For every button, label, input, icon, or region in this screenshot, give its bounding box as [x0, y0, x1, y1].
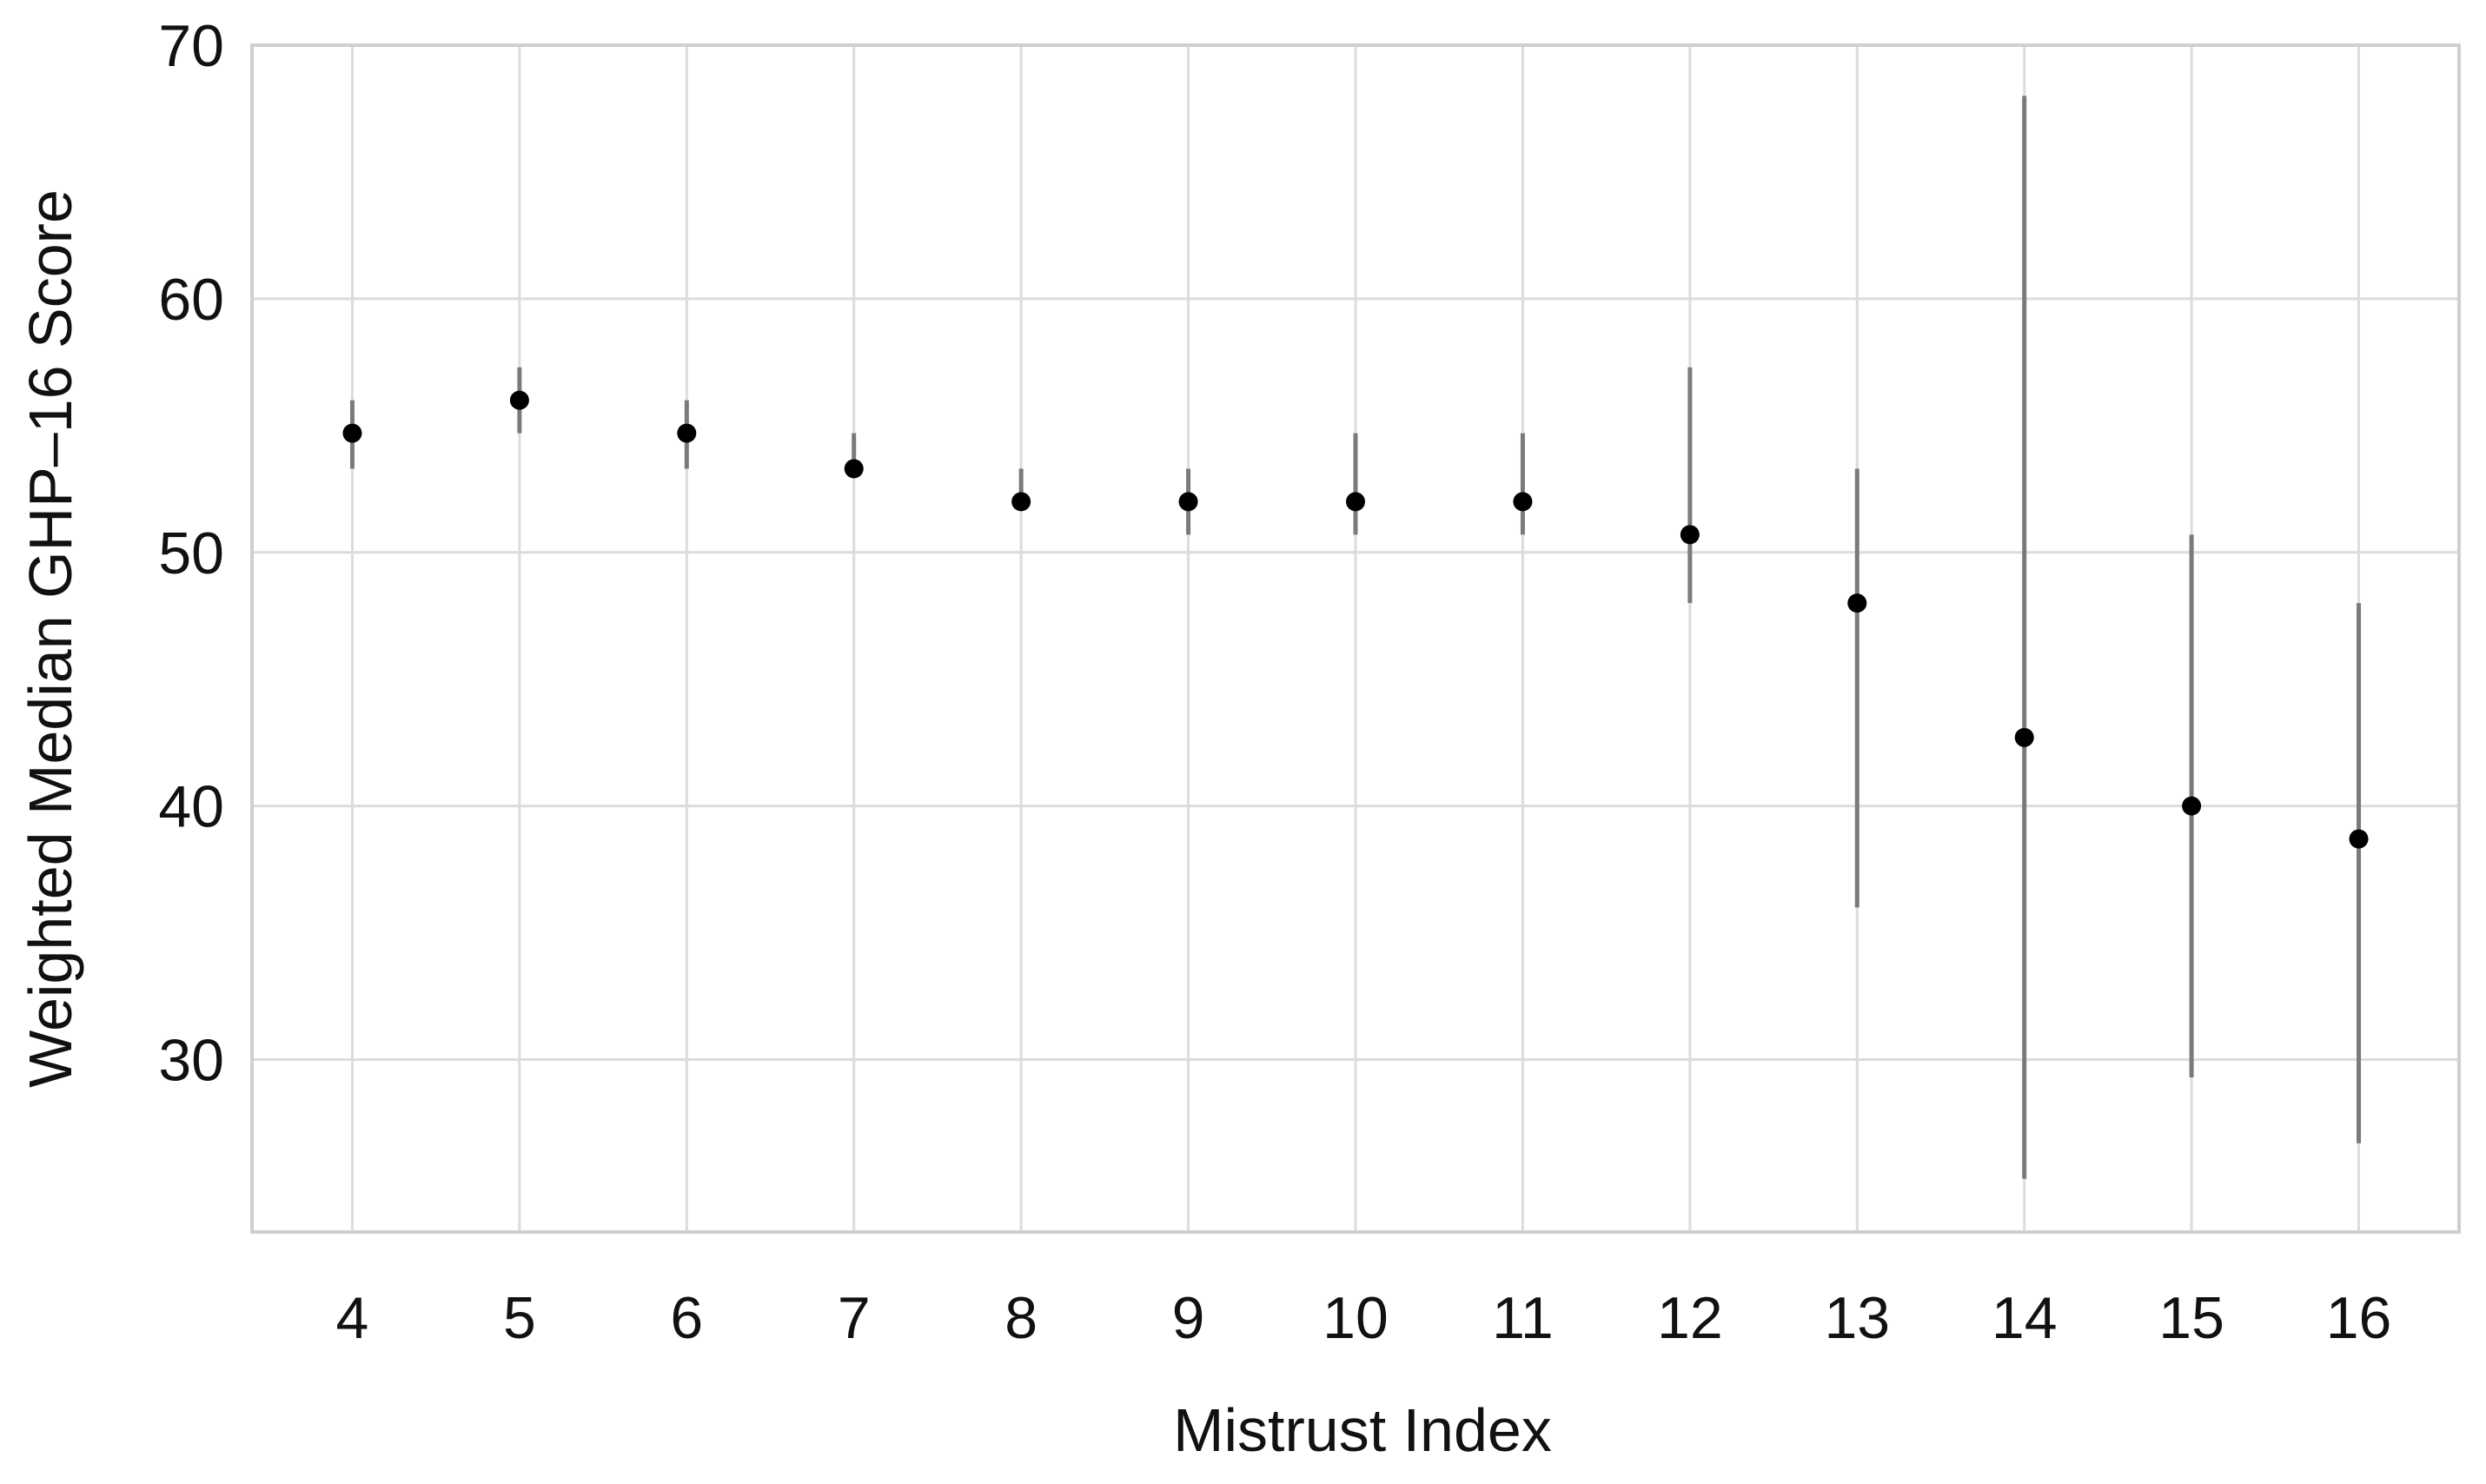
x-tick-label: 9 [1172, 1285, 1205, 1351]
data-points [342, 390, 2369, 849]
data-point [509, 390, 529, 410]
x-axis-title: Mistrust Index [1173, 1396, 1552, 1464]
x-tick-label: 11 [1492, 1285, 1554, 1351]
data-point [844, 459, 864, 479]
x-tick-label: 15 [2158, 1285, 2224, 1351]
data-point [1513, 492, 1533, 512]
y-axis-title: Weighted Median GHP–16 Score [17, 189, 84, 1088]
x-tick-label: 7 [838, 1285, 871, 1351]
x-tick-label: 8 [1004, 1285, 1037, 1351]
y-axis-ticks: 30 40 50 60 70 [158, 13, 224, 1094]
plot-area [250, 43, 2461, 1234]
x-tick-label: 4 [336, 1285, 369, 1351]
x-tick-label: 12 [1657, 1285, 1723, 1351]
x-tick-label: 16 [2326, 1285, 2392, 1351]
data-point [342, 423, 362, 443]
data-point [2014, 727, 2034, 747]
data-point [1680, 525, 1700, 545]
data-point [1011, 492, 1031, 512]
x-tick-label: 5 [503, 1285, 536, 1351]
data-point [1346, 492, 1365, 512]
data-point [1847, 593, 1867, 613]
data-point [1178, 492, 1198, 512]
y-tick-label: 50 [158, 520, 224, 586]
x-tick-label: 6 [670, 1285, 703, 1351]
y-tick-label: 70 [158, 13, 224, 79]
x-axis-ticks: 4 5 6 7 8 9 10 11 12 13 14 15 16 [336, 1285, 2392, 1351]
data-point [677, 423, 697, 443]
y-tick-label: 30 [158, 1028, 224, 1094]
x-tick-label: 13 [1824, 1285, 1890, 1351]
grid [252, 43, 2459, 1232]
data-point [2182, 796, 2202, 816]
y-tick-label: 60 [158, 267, 224, 333]
x-tick-label: 10 [1323, 1285, 1389, 1351]
data-point [2349, 829, 2369, 849]
x-tick-label: 14 [1992, 1285, 2058, 1351]
y-tick-label: 40 [158, 774, 224, 840]
